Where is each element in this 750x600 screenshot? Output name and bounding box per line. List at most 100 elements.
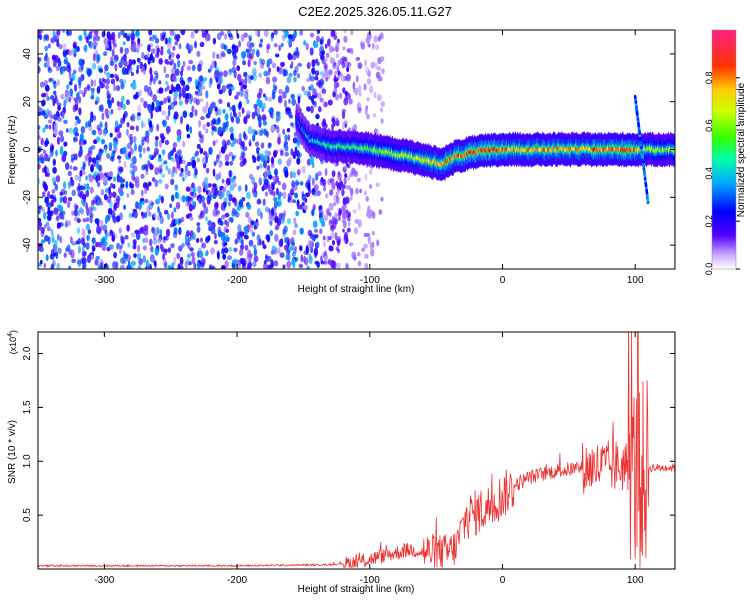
spectrogram-noise-cell xyxy=(341,111,346,120)
spectrogram-noise-cell xyxy=(255,141,260,147)
spectrogram-noise-cell xyxy=(249,226,254,234)
spectrogram-noise-cell xyxy=(200,237,203,243)
spectrogram-noise-cell xyxy=(150,246,154,253)
spectrogram-noise-cell xyxy=(87,229,92,234)
spectrogram-noise-cell xyxy=(130,260,136,266)
spectrogram-noise-cell xyxy=(139,97,144,103)
spectrogram-noise-cell xyxy=(234,211,240,218)
spectrogram-noise-cell xyxy=(321,121,326,128)
spectrogram-noise-cell xyxy=(247,126,253,135)
colorbar-tick-label: 0.4 xyxy=(704,167,714,180)
spectrogram-noise-cell xyxy=(259,163,263,169)
spectrogram-noise-cell xyxy=(170,170,175,178)
spectrogram-noise-cell xyxy=(149,238,153,247)
spectrogram-noise-cell xyxy=(157,157,163,162)
spectrogram-noise-cell xyxy=(86,217,89,222)
snr-x-tick-label: -300 xyxy=(94,575,114,586)
spectrogram-noise-cell xyxy=(230,142,235,147)
spectrogram-noise-cell xyxy=(322,70,327,78)
spectrogram-noise-cell xyxy=(114,120,119,127)
spectrogram-noise-cell xyxy=(229,111,233,121)
spectrogram-noise-cell xyxy=(277,247,281,255)
spectrogram-noise-cell xyxy=(361,247,366,252)
spectrogram-noise-cell xyxy=(45,254,49,261)
spectrogram-noise-cell xyxy=(239,248,244,256)
spectrogram-noise-cell xyxy=(377,57,382,65)
spectrogram-noise-cell xyxy=(367,43,371,48)
spectrogram-noise-cell xyxy=(247,216,252,224)
spectrogram-noise-cell xyxy=(208,80,212,88)
spectrogram-noise-cell xyxy=(214,232,217,240)
spectrogram-noise-cell xyxy=(175,201,181,210)
spectrogram-noise-cell xyxy=(198,214,203,220)
spectrogram-noise-cell xyxy=(221,248,225,255)
spectrogram-noise-cell xyxy=(250,220,255,226)
spectrogram-noise-cell xyxy=(342,197,347,206)
spectrogram-noise-cell xyxy=(213,161,217,167)
spectrogram-noise-cell xyxy=(269,230,274,237)
spectrogram-noise-cell xyxy=(220,203,224,211)
spectrogram-noise-cell xyxy=(69,165,73,170)
spectrogram-noise-cell xyxy=(202,106,208,114)
spectrogram-noise-cell xyxy=(231,155,235,162)
spectrogram-noise-cell xyxy=(228,216,234,223)
spectrogram-noise-cell xyxy=(329,189,334,196)
spectrogram-noise-cell xyxy=(293,30,297,39)
spectrogram-noise-cell xyxy=(82,162,86,170)
spectrogram-noise-cell xyxy=(152,94,157,103)
spectrogram-noise-cell xyxy=(85,242,90,251)
spectrogram-noise-cell xyxy=(294,222,298,229)
spectrogram-noise-cell xyxy=(246,191,251,200)
spectrogram-noise-cell xyxy=(290,171,293,179)
spectrogram-noise-cell xyxy=(218,54,223,60)
spectrogram-noise-cell xyxy=(335,53,340,59)
spectrogram-noise-cell xyxy=(263,182,268,190)
spectrogram-noise-cell xyxy=(335,42,340,47)
spectrogram-noise-cell xyxy=(44,45,49,52)
spectrogram-noise-cell xyxy=(280,42,284,48)
spectrogram-noise-cell xyxy=(170,58,175,65)
spectrogram-noise-cell xyxy=(147,160,151,166)
spectrogram-noise-cell xyxy=(179,265,184,269)
spectrogram-noise-cell xyxy=(291,241,295,247)
spectrogram-noise-cell xyxy=(78,107,82,116)
spectrogram-noise-cell xyxy=(279,252,285,258)
spectrogram-noise-cell xyxy=(104,121,108,130)
spectrogram-noise-cell xyxy=(243,32,248,38)
spectrogram-noise-cell xyxy=(96,86,101,94)
spectrogram-noise-cell xyxy=(232,137,237,144)
spectrogram-noise-cell xyxy=(98,104,104,112)
spectrogram-noise-cell xyxy=(72,42,76,49)
spectrogram-noise-cell xyxy=(378,209,383,215)
spectrogram-noise-cell xyxy=(115,195,121,202)
spectrogram-noise-cell xyxy=(99,219,104,228)
spectrogram-noise-cell xyxy=(128,213,133,218)
spectrogram-noise-cell xyxy=(259,38,264,44)
spectrogram-noise-cell xyxy=(212,118,217,125)
spectrogram-noise-cell xyxy=(154,179,159,188)
spectrogram-noise-cell xyxy=(242,146,248,152)
spectrogram-noise-cell xyxy=(316,35,320,43)
spectrogram-noise-cell xyxy=(241,140,245,148)
spectrogram-noise-cell xyxy=(186,230,190,238)
spectrogram-noise-cell xyxy=(61,215,65,220)
spectrogram-noise-cell xyxy=(287,192,291,201)
spectrogram-noise-cell xyxy=(96,174,101,181)
spectrogram-noise-cell xyxy=(118,132,122,139)
spectrogram-y-tick-label: -40 xyxy=(22,237,33,252)
spectrogram-noise-cell xyxy=(365,232,370,237)
spectrogram-noise-cell xyxy=(371,231,375,236)
spectrogram-noise-cell xyxy=(170,178,175,185)
spectrogram-noise-cell xyxy=(317,92,322,100)
spectrogram-noise-cell xyxy=(184,168,189,175)
spectrogram-signal-cell xyxy=(633,94,637,99)
spectrogram-noise-cell xyxy=(177,59,181,68)
spectrogram-noise-cell xyxy=(44,140,50,145)
spectrogram-noise-cell xyxy=(352,209,357,214)
spectrogram-noise-cell xyxy=(165,81,169,86)
spectrogram-noise-cell xyxy=(98,78,102,85)
spectrogram-noise-cell xyxy=(176,252,181,260)
spectrogram-noise-cell xyxy=(175,150,180,159)
spectrogram-noise-cell xyxy=(346,175,351,182)
spectrogram-noise-cell xyxy=(118,123,123,129)
